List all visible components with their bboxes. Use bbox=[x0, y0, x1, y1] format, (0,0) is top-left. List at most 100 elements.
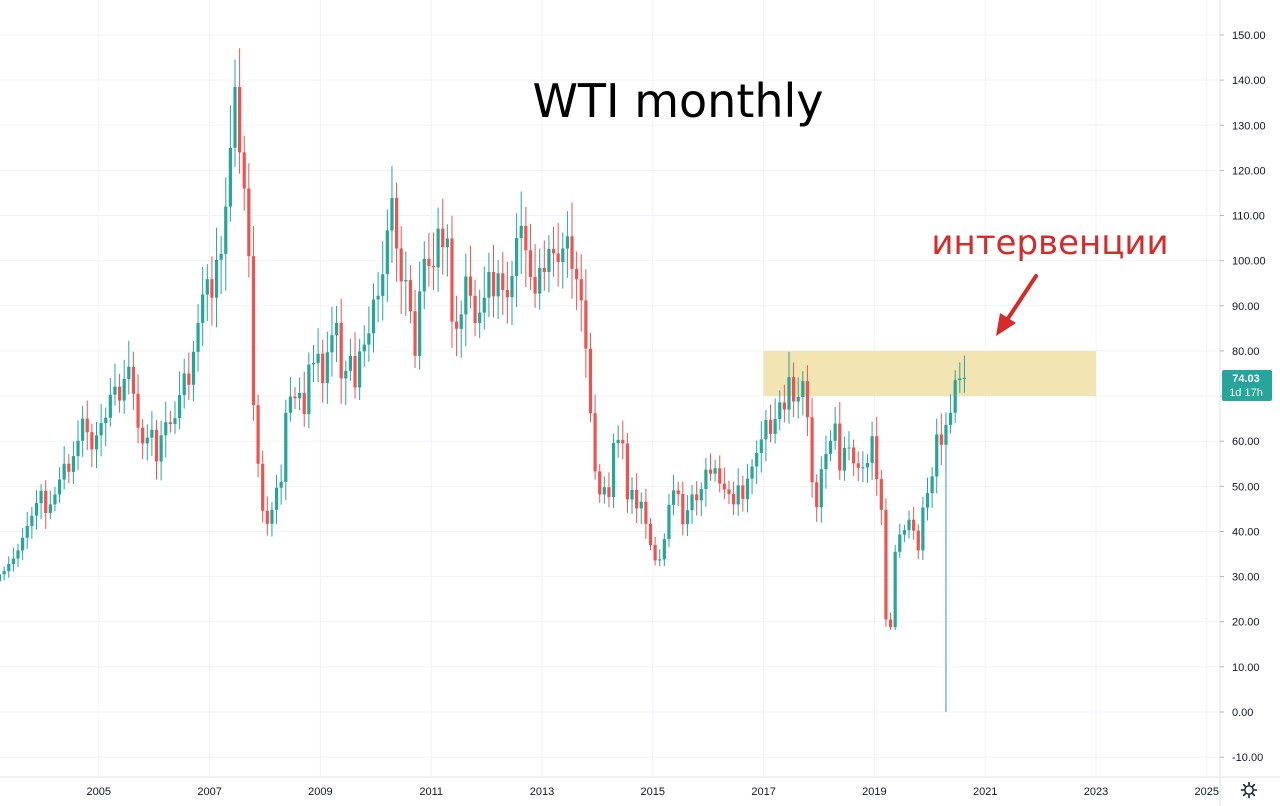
candle bbox=[810, 397, 814, 498]
candle-body bbox=[676, 490, 680, 495]
candle bbox=[25, 512, 29, 549]
candle bbox=[62, 446, 66, 490]
candle bbox=[76, 420, 80, 471]
candle bbox=[418, 261, 422, 370]
candle bbox=[11, 547, 15, 572]
candle-body bbox=[690, 494, 694, 511]
candle bbox=[154, 420, 159, 480]
candle bbox=[671, 474, 676, 516]
candle bbox=[695, 481, 699, 516]
candle-body bbox=[865, 462, 870, 468]
candle bbox=[958, 362, 962, 393]
candle bbox=[699, 482, 703, 517]
candle bbox=[598, 464, 602, 503]
candle bbox=[570, 202, 574, 299]
candle-body bbox=[247, 188, 251, 257]
candle bbox=[330, 306, 334, 377]
candle-body bbox=[584, 300, 588, 349]
candle bbox=[745, 464, 750, 513]
candle-body bbox=[948, 412, 953, 425]
candle-body bbox=[182, 373, 186, 396]
candle-body bbox=[76, 440, 80, 457]
candle bbox=[238, 48, 242, 174]
candle bbox=[224, 177, 228, 291]
candle bbox=[150, 411, 154, 457]
candle bbox=[685, 495, 690, 537]
candle-body bbox=[602, 487, 606, 495]
settings-gear-icon[interactable] bbox=[1240, 781, 1258, 799]
candle-body bbox=[505, 290, 509, 298]
price-tick-label: 80.00 bbox=[1232, 346, 1260, 358]
time-tick-label: 2021 bbox=[973, 786, 997, 798]
annotation-label: интервенции bbox=[931, 223, 1168, 263]
candle bbox=[39, 484, 43, 519]
candle bbox=[408, 265, 413, 324]
candle bbox=[861, 451, 865, 483]
candle bbox=[316, 328, 320, 383]
candle bbox=[454, 295, 459, 357]
candle bbox=[722, 467, 726, 499]
time-tick-label: 2023 bbox=[1084, 786, 1108, 798]
candle-body bbox=[925, 493, 930, 508]
candle bbox=[394, 182, 399, 282]
candle bbox=[491, 244, 496, 318]
candle bbox=[681, 481, 685, 536]
candle-body bbox=[367, 333, 371, 345]
candle-body bbox=[741, 485, 745, 499]
candle bbox=[602, 476, 606, 504]
candle bbox=[298, 377, 302, 411]
candle-body bbox=[621, 439, 625, 444]
candle-body bbox=[25, 526, 29, 538]
candle bbox=[16, 544, 20, 567]
candle bbox=[242, 135, 246, 211]
candle bbox=[265, 496, 269, 536]
candle bbox=[339, 298, 343, 404]
candle bbox=[445, 224, 449, 277]
candle bbox=[94, 422, 99, 469]
candle bbox=[930, 467, 934, 508]
price-tick-label: 90.00 bbox=[1232, 301, 1260, 313]
candle-body bbox=[722, 483, 726, 490]
candle-body bbox=[127, 366, 131, 379]
candle bbox=[381, 241, 385, 321]
candle-body bbox=[842, 447, 846, 471]
candle-body bbox=[201, 294, 205, 323]
candle-body bbox=[464, 276, 468, 315]
price-axis[interactable]: 150.00 140.00 130.00 120.00 110.00 100.00 90.0… bbox=[1220, 30, 1266, 764]
price-tick-label: 130.00 bbox=[1232, 120, 1266, 132]
candle bbox=[487, 252, 491, 318]
candle bbox=[893, 544, 897, 631]
candle bbox=[7, 556, 11, 578]
arrow-icon bbox=[996, 274, 1038, 336]
candle-body bbox=[801, 381, 805, 397]
candle-body bbox=[390, 197, 394, 231]
candle bbox=[912, 506, 916, 540]
candle-body bbox=[519, 225, 523, 239]
candle-body bbox=[759, 439, 763, 453]
candle-body bbox=[330, 335, 334, 353]
candle-body bbox=[768, 419, 773, 434]
candle-body bbox=[381, 274, 385, 296]
time-axis[interactable]: 2005 2007 2009 2011 2013 2015 2017 2019 2021 2023… bbox=[87, 786, 1219, 798]
time-tick-label: 2005 bbox=[87, 786, 111, 798]
candle-body bbox=[16, 550, 20, 559]
candle bbox=[464, 253, 468, 347]
candle-body bbox=[833, 423, 837, 441]
candle bbox=[427, 232, 431, 287]
candle bbox=[371, 283, 376, 353]
candle-body bbox=[385, 230, 389, 275]
candle-body bbox=[108, 394, 112, 418]
candle-body bbox=[473, 295, 477, 323]
candle-body bbox=[778, 402, 782, 420]
candle bbox=[191, 341, 196, 402]
candle bbox=[127, 340, 131, 395]
price-tick-label: 60.00 bbox=[1232, 436, 1260, 448]
candle bbox=[274, 474, 279, 525]
candle-body bbox=[168, 422, 172, 425]
candle bbox=[635, 473, 639, 524]
candle-body bbox=[334, 322, 339, 336]
candle bbox=[782, 384, 786, 423]
candle bbox=[690, 484, 694, 524]
candle bbox=[293, 387, 297, 410]
